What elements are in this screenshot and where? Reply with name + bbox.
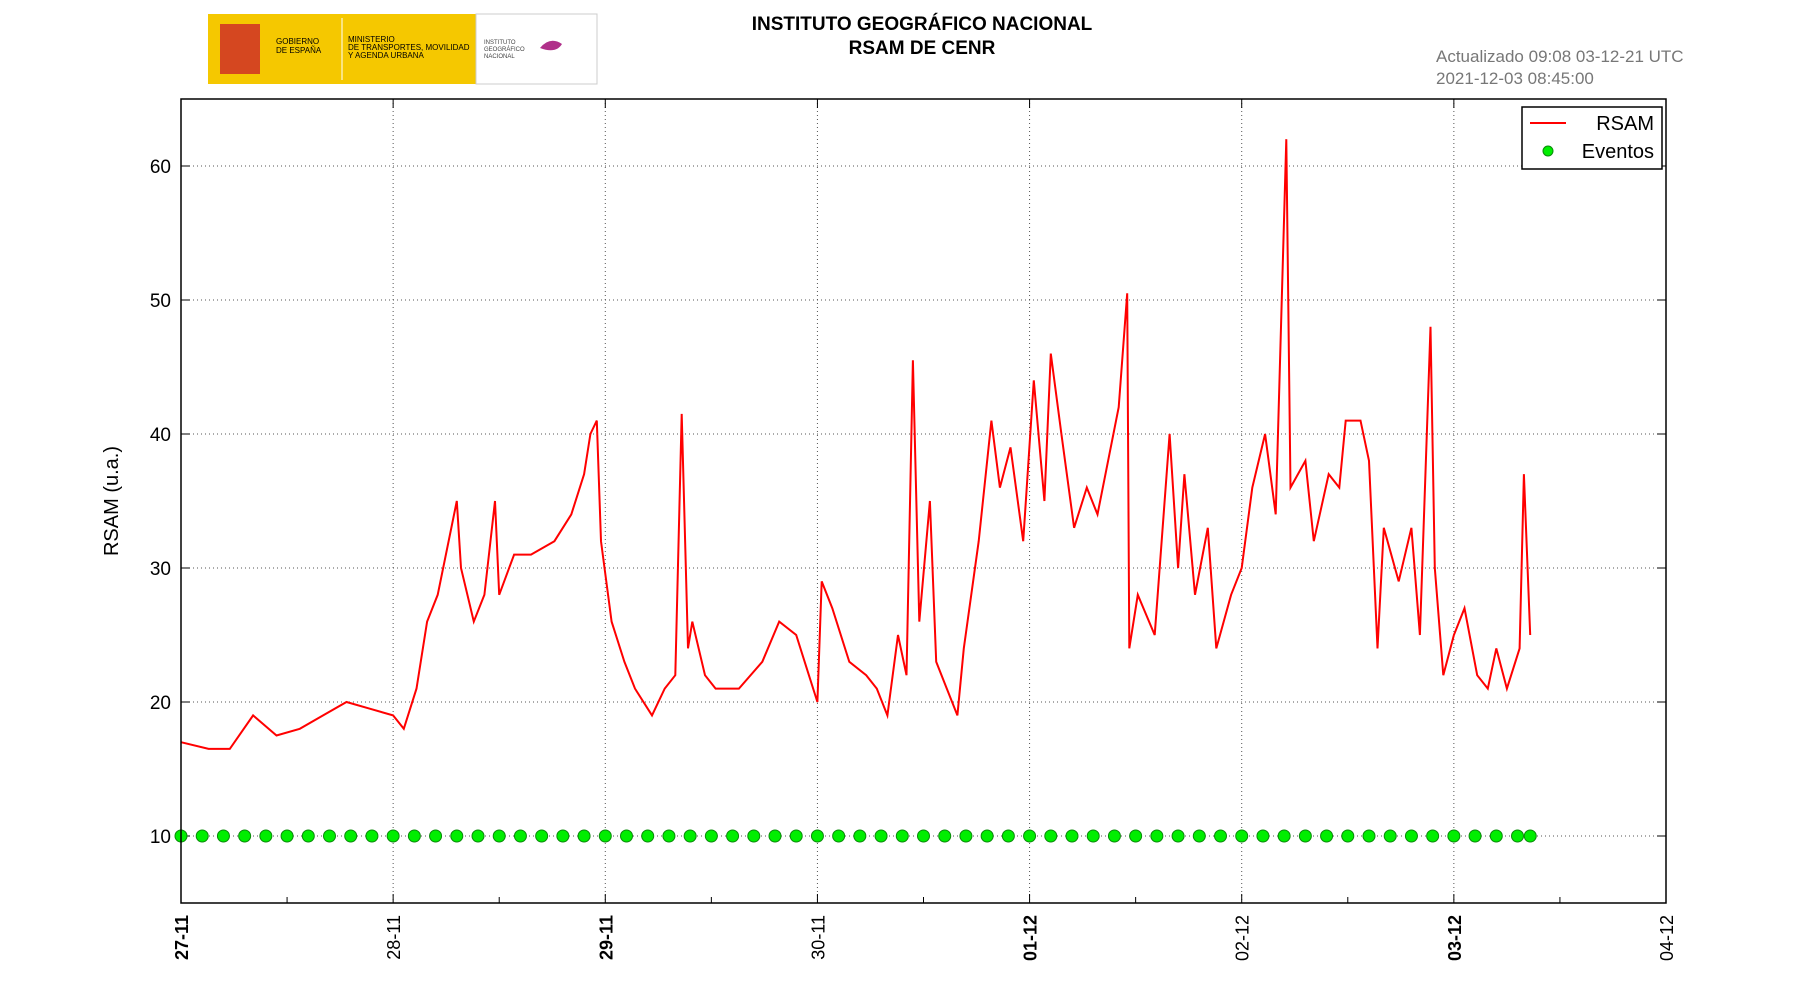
event-marker: [747, 829, 761, 843]
event-marker: [917, 829, 930, 843]
event-marker: [1489, 829, 1503, 843]
event-marker: [344, 829, 358, 843]
y-tick-label: 40: [150, 425, 171, 446]
event-marker: [1023, 829, 1037, 843]
event-marker: [556, 829, 570, 843]
event-marker: [1256, 829, 1270, 843]
event-marker: [1235, 829, 1249, 843]
logo-ign-box: [475, 13, 598, 85]
event-marker: [1086, 829, 1100, 843]
x-tick-label: 30-11: [808, 915, 828, 960]
event-marker: [620, 829, 633, 843]
event-marker: [1468, 829, 1482, 843]
event-marker: [1129, 829, 1143, 843]
chart-title: INSTITUTO GEOGRÁFICO NACIONAL: [752, 13, 1093, 35]
event-marker: [513, 829, 527, 843]
event-marker: [280, 829, 294, 843]
plot-area: [181, 99, 1666, 903]
event-marker: [1511, 829, 1524, 843]
plot-frame: [180, 98, 1667, 904]
event-marker: [980, 829, 994, 843]
event-marker: [895, 829, 909, 843]
y-tick-label: 30: [150, 559, 171, 580]
event-marker: [535, 829, 549, 843]
y-tick-label: 20: [150, 693, 171, 714]
x-tick-label: 27-11: [172, 915, 192, 960]
event-marker: [195, 829, 209, 843]
event-marker: [429, 829, 443, 843]
event-marker: [598, 829, 612, 843]
event-marker: [1107, 829, 1121, 843]
event-marker: [1065, 829, 1079, 843]
event-marker: [874, 829, 888, 843]
event-marker: [853, 829, 867, 843]
event-marker: [726, 829, 740, 843]
event-marker: [577, 829, 591, 843]
event-marker: [1171, 829, 1185, 843]
event-marker: [365, 829, 379, 843]
x-tick-label: 29-11: [596, 915, 616, 960]
event-marker: [1362, 829, 1376, 843]
event-marker: [407, 829, 421, 843]
event-marker: [1404, 829, 1418, 843]
legend-box: [1521, 106, 1663, 170]
event-marker: [768, 829, 782, 843]
y-tick-label: 60: [150, 157, 171, 178]
timestamp-text: 2021-12-03 08:45:00: [1436, 69, 1594, 88]
event-marker: [1383, 829, 1397, 843]
event-marker: [1044, 829, 1058, 843]
event-marker: [704, 829, 718, 843]
x-tick-label: 04-12: [1657, 915, 1677, 961]
event-marker: [492, 829, 506, 843]
event-marker: [1192, 829, 1206, 843]
event-marker: [386, 829, 400, 843]
event-marker: [810, 829, 824, 843]
event-marker: [1277, 829, 1291, 843]
x-tick-label: 02-12: [1233, 915, 1253, 961]
event-marker: [259, 829, 273, 843]
event-marker: [323, 829, 336, 843]
x-tick-label: 28-11: [384, 915, 404, 960]
chart-subtitle: RSAM DE CENR: [849, 38, 996, 59]
x-tick-label: 01-12: [1021, 915, 1041, 961]
logo-shield: [220, 24, 260, 74]
logo-text: GOBIERNO DE ESPAÑA: [276, 37, 322, 55]
event-marker: [938, 829, 952, 843]
logo-ign-mark: [540, 40, 562, 51]
y-tick-label: 10: [150, 827, 171, 848]
updated-text: Actualizado 09:08 03-12-21 UTC: [1436, 47, 1684, 66]
event-marker: [832, 829, 846, 843]
event-marker: [450, 829, 464, 843]
event-marker: [1523, 829, 1537, 843]
y-tick-label: 50: [150, 291, 171, 312]
event-marker: [1298, 829, 1312, 843]
event-marker: [1150, 829, 1164, 843]
event-marker: [959, 829, 973, 843]
event-marker: [662, 829, 676, 843]
event-marker: [1341, 829, 1355, 843]
event-marker: [789, 829, 803, 843]
rsam-line: [180, 139, 1532, 750]
event-marker: [1214, 829, 1227, 843]
logo-text: MINISTERIO DE TRANSPORTES, MOVILIDAD Y AGE…: [348, 35, 470, 60]
event-marker: [1320, 829, 1334, 843]
x-tick-label: 03-12: [1445, 915, 1465, 961]
event-marker: [301, 829, 315, 843]
y-axis-label: RSAM (u.a.): [101, 446, 123, 556]
event-marker: [216, 829, 230, 843]
legend-swatch: [1542, 145, 1554, 157]
logo: GOBIERNO DE ESPAÑA MINISTERIO DE TRANSPORT…: [208, 13, 598, 85]
event-marker: [683, 829, 697, 843]
event-marker: [1447, 829, 1461, 843]
event-marker: [471, 829, 485, 843]
logo-text: INSTITUTO GEOGRÁFICO NACIONAL: [484, 40, 525, 60]
event-marker: [641, 829, 655, 843]
legend-label: RSAM: [1596, 113, 1654, 135]
event-marker: [1426, 829, 1440, 843]
event-marker: [1001, 829, 1015, 843]
legend-label: Eventos: [1582, 141, 1654, 163]
event-marker: [238, 829, 252, 843]
